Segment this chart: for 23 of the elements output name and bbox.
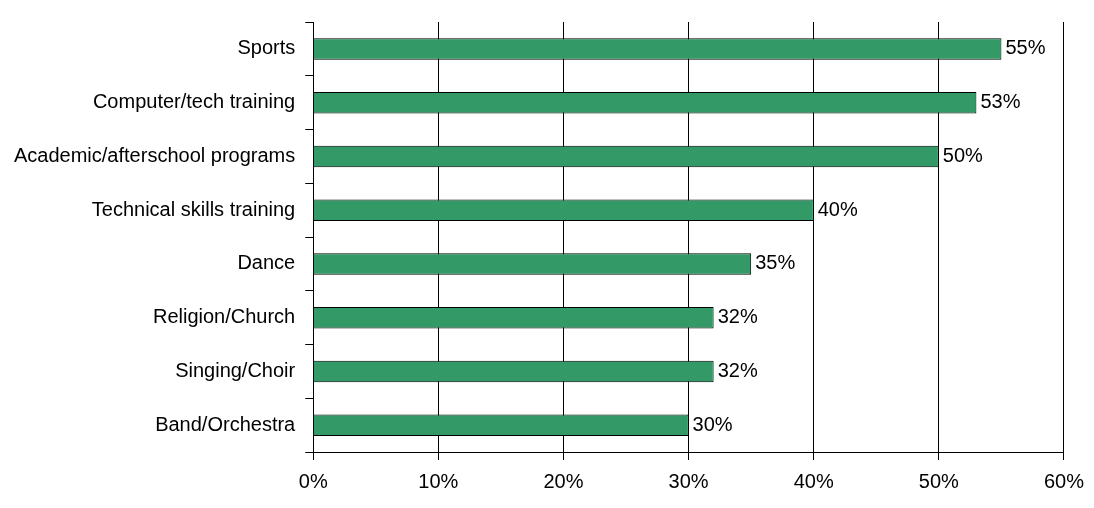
y-tick-label: Academic/afterschool programs bbox=[14, 143, 296, 166]
y-tick-label: Singing/Choir bbox=[175, 358, 296, 381]
data-label: 53% bbox=[980, 90, 1021, 113]
data-label: 30% bbox=[692, 412, 733, 435]
data-label: 35% bbox=[755, 251, 796, 274]
y-tick-label: Religion/Church bbox=[152, 305, 296, 328]
data-label: 32% bbox=[717, 358, 758, 381]
y-tick-label: Technical skills training bbox=[91, 197, 296, 220]
data-label: 50% bbox=[942, 143, 984, 166]
data-label: 32% bbox=[717, 305, 758, 328]
x-tick-label: 10% bbox=[418, 469, 459, 492]
x-tick-label: 60% bbox=[1043, 469, 1085, 492]
x-tick-label: 0% bbox=[298, 469, 328, 492]
x-tick-label: 50% bbox=[918, 469, 960, 492]
y-tick-label: Computer/tech training bbox=[92, 90, 296, 113]
x-tick-label: 40% bbox=[793, 469, 834, 492]
y-tick-label: Dance bbox=[237, 251, 296, 274]
y-tick-label: Sports bbox=[237, 36, 296, 59]
y-tick-label: Band/Orchestra bbox=[155, 412, 297, 435]
data-label: 40% bbox=[817, 197, 858, 220]
x-tick-label: 20% bbox=[543, 469, 584, 492]
x-tick-label: 30% bbox=[668, 469, 709, 492]
data-label: 55% bbox=[1005, 36, 1046, 59]
